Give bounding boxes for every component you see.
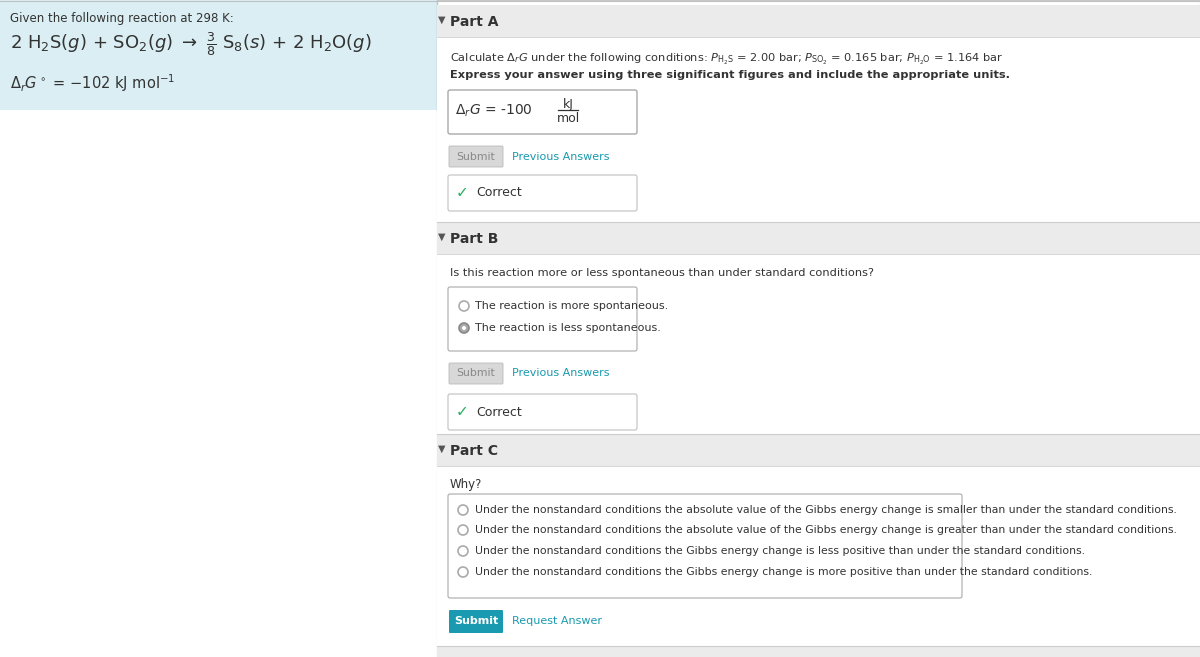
Bar <box>437 646 1200 657</box>
Text: Previous Answers: Previous Answers <box>512 369 610 378</box>
Bar <box>0 0 437 110</box>
Text: $\Delta_r G$ = -100: $\Delta_r G$ = -100 <box>455 103 533 120</box>
FancyBboxPatch shape <box>448 287 637 351</box>
Text: Previous Answers: Previous Answers <box>512 152 610 162</box>
Text: The reaction is more spontaneous.: The reaction is more spontaneous. <box>475 301 668 311</box>
FancyBboxPatch shape <box>448 175 637 211</box>
Text: kJ: kJ <box>563 98 574 111</box>
Text: Submit: Submit <box>454 616 498 627</box>
FancyBboxPatch shape <box>449 146 503 167</box>
Bar <box>437 254 1200 434</box>
Text: ✓: ✓ <box>456 405 468 420</box>
FancyBboxPatch shape <box>448 494 962 598</box>
Text: Correct: Correct <box>476 405 522 419</box>
FancyBboxPatch shape <box>448 394 637 430</box>
Text: Part D: Part D <box>450 656 499 657</box>
Text: Under the nonstandard conditions the Gibbs energy change is less positive than u: Under the nonstandard conditions the Gib… <box>475 546 1085 556</box>
Text: Express your answer using three significant figures and include the appropriate : Express your answer using three signific… <box>450 70 1010 80</box>
Bar <box>437 466 1200 657</box>
FancyBboxPatch shape <box>449 610 503 633</box>
Text: Submit: Submit <box>457 152 496 162</box>
Text: Part A: Part A <box>450 15 498 29</box>
Bar <box>437 5 1200 37</box>
Bar <box>437 0 1200 657</box>
Text: 2 H$_2$S($g$) + SO$_2$($g$) $\rightarrow$ $\frac{3}{8}$ S$_8$($s$) + 2 H$_2$O($g: 2 H$_2$S($g$) + SO$_2$($g$) $\rightarrow… <box>10 30 372 58</box>
Bar <box>437 37 1200 222</box>
Text: ▼: ▼ <box>438 444 445 454</box>
Bar <box>437 434 1200 466</box>
Text: Part C: Part C <box>450 444 498 458</box>
Text: ▼: ▼ <box>438 15 445 25</box>
Text: Under the nonstandard conditions the Gibbs energy change is more positive than u: Under the nonstandard conditions the Gib… <box>475 567 1092 577</box>
Text: Submit: Submit <box>457 369 496 378</box>
Text: Under the nonstandard conditions the absolute value of the Gibbs energy change i: Under the nonstandard conditions the abs… <box>475 505 1177 515</box>
Text: Part B: Part B <box>450 232 498 246</box>
Circle shape <box>458 323 469 333</box>
Text: mol: mol <box>557 112 580 125</box>
Text: ▼: ▼ <box>438 232 445 242</box>
FancyBboxPatch shape <box>449 363 503 384</box>
Text: Under the nonstandard conditions the absolute value of the Gibbs energy change i: Under the nonstandard conditions the abs… <box>475 525 1177 535</box>
Text: ▼: ▼ <box>438 656 445 657</box>
Text: $\Delta_r G^\circ$ = $-$102 kJ mol$^{-1}$: $\Delta_r G^\circ$ = $-$102 kJ mol$^{-1}… <box>10 72 175 94</box>
Text: Correct: Correct <box>476 187 522 200</box>
Text: Why?: Why? <box>450 478 482 491</box>
Bar <box>437 222 1200 254</box>
Text: Is this reaction more or less spontaneous than under standard conditions?: Is this reaction more or less spontaneou… <box>450 268 874 278</box>
Text: Calculate $\Delta_r G$ under the following conditions: $P_{\mathrm{H_2S}}$ = 2.0: Calculate $\Delta_r G$ under the followi… <box>450 52 1003 67</box>
FancyBboxPatch shape <box>448 90 637 134</box>
Text: ✓: ✓ <box>456 185 468 200</box>
Text: Given the following reaction at 298 K:: Given the following reaction at 298 K: <box>10 12 234 25</box>
Circle shape <box>462 326 466 330</box>
Text: The reaction is less spontaneous.: The reaction is less spontaneous. <box>475 323 661 333</box>
Text: Request Answer: Request Answer <box>512 616 602 627</box>
